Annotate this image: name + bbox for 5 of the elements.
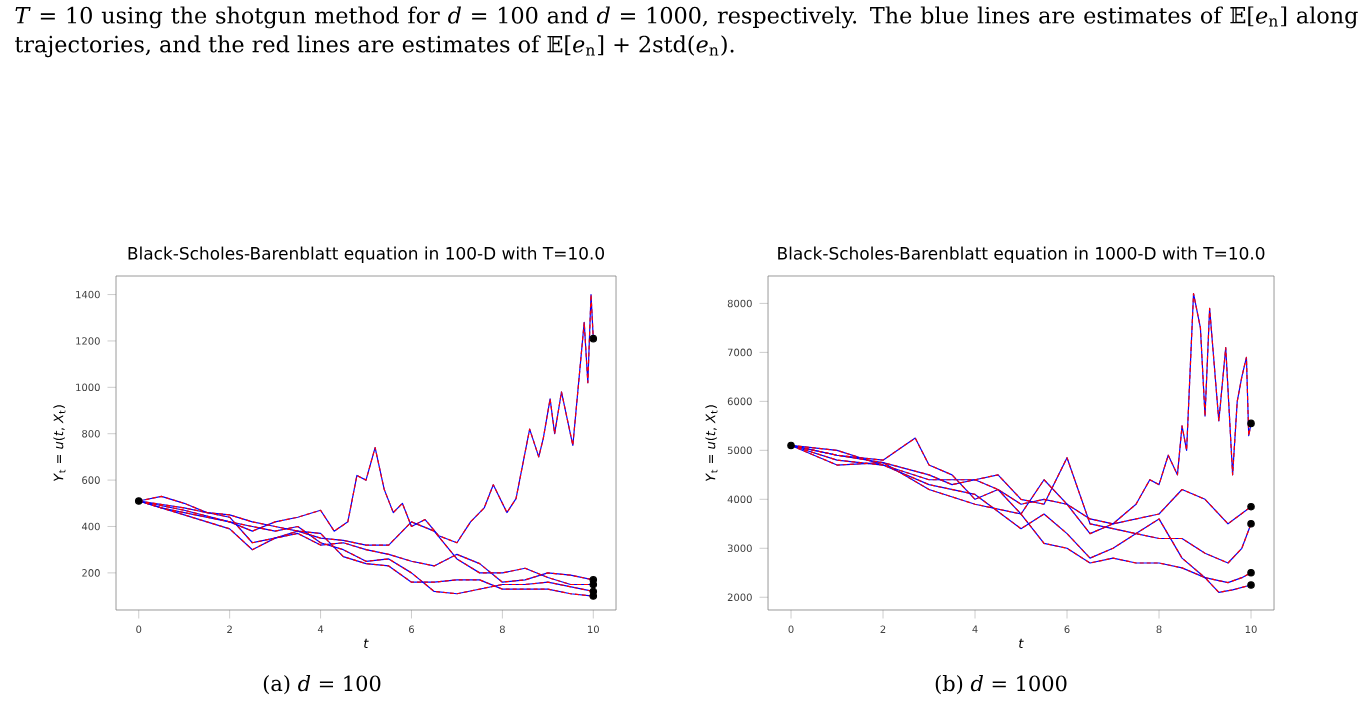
chart-title: Black-Scholes-Barenblatt equation in 100-D with T=10.0 [128,246,605,263]
text: (a) d = 100 [263,675,381,695]
text: T = 10 using the shotgun method for d = 100 and d = 1000, respectively. The blue lines are estimates of 𝔼[e$_{n}$] along trajectories, and the red lines are estimates of 𝔼[e$_{n}$] + 2std(e$_{n}$). [15,6,1358,58]
chart-title: Black-Scholes-Barenblatt equation in 1000-D with T=10.0 [778,246,1265,263]
text: (b) d = 1000 [935,675,1067,695]
